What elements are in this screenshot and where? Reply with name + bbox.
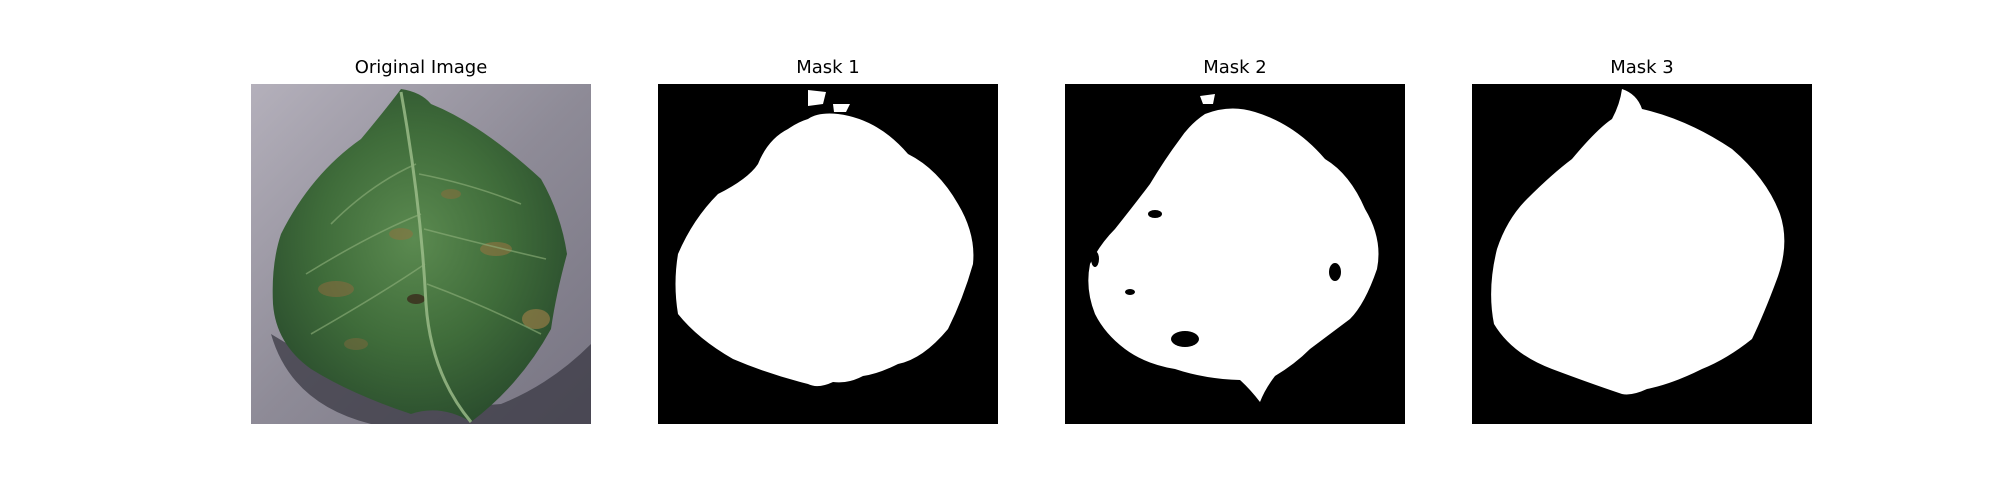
panel-mask-1: Mask 1 [658, 56, 998, 426]
original-leaf-image [251, 84, 591, 424]
panel-mask-2: Mask 2 [1065, 56, 1405, 426]
panel-mask-3: Mask 3 [1472, 56, 1812, 426]
panel-title: Original Image [354, 57, 488, 78]
panel-title: Mask 2 [1203, 57, 1267, 78]
panel-original-image: Original Image [251, 56, 591, 426]
mask-3-image [1472, 84, 1812, 424]
panel-title: Mask 3 [1610, 57, 1674, 78]
mask-1-image [658, 84, 998, 424]
mask-2-image [1065, 84, 1405, 424]
panel-title: Mask 1 [796, 57, 860, 78]
